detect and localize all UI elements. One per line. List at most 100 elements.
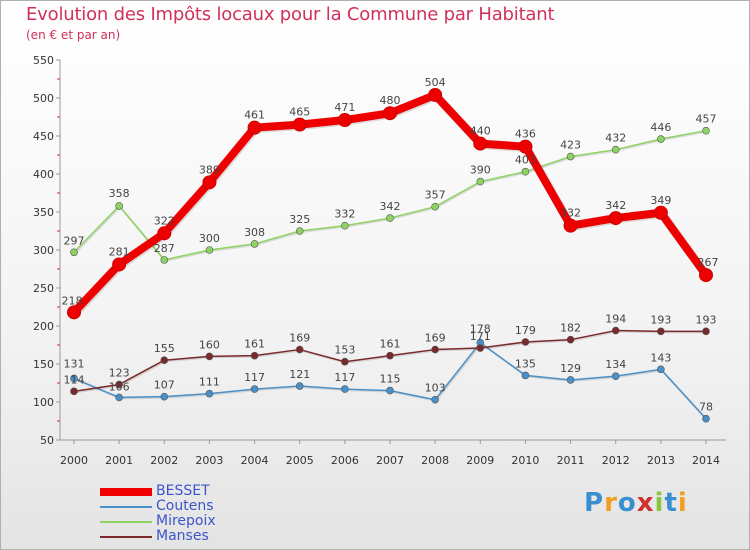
data-point-besset	[699, 268, 713, 283]
logo-letter: x	[636, 488, 655, 518]
data-point-coutens	[250, 385, 259, 393]
data-label-manses: 171	[470, 330, 491, 343]
data-point-coutens	[566, 376, 575, 384]
legend-swatch-mirepoix	[100, 520, 152, 523]
data-label-manses: 179	[515, 324, 536, 337]
data-label-manses: 182	[560, 322, 581, 335]
data-point-besset	[247, 120, 262, 135]
data-label-coutens: 129	[560, 362, 581, 375]
data-point-coutens	[611, 372, 620, 380]
y-tick-label: 400	[33, 168, 54, 181]
data-label-mirepoix: 390	[470, 164, 491, 177]
data-point-mirepoix	[295, 227, 304, 235]
legend-swatch-coutens	[100, 505, 152, 508]
data-label-besset: 267	[698, 256, 719, 269]
logo-letter: P	[584, 488, 605, 518]
legend-item-besset: BESSET	[100, 484, 216, 499]
data-label-manses: 194	[605, 313, 626, 326]
data-point-besset	[202, 175, 217, 190]
data-label-besset: 436	[515, 128, 536, 141]
data-label-coutens: 135	[515, 357, 536, 370]
x-tick-label: 2008	[421, 454, 449, 467]
data-point-besset	[563, 218, 578, 233]
legend-label-mirepoix: Mirepoix	[156, 513, 216, 529]
legend-label-besset: BESSET	[156, 483, 210, 499]
data-label-coutens: 115	[380, 373, 401, 386]
data-label-mirepoix: 457	[696, 113, 717, 126]
x-tick-label: 2014	[692, 454, 720, 467]
proxiti-logo: Proxiti	[584, 488, 688, 518]
x-tick-label: 2000	[60, 454, 88, 467]
x-tick-label: 2011	[557, 454, 585, 467]
data-label-besset: 342	[605, 199, 626, 212]
data-label-manses: 169	[425, 332, 446, 345]
data-label-manses: 161	[244, 338, 265, 351]
data-point-mirepoix	[341, 221, 349, 230]
data-point-mirepoix	[476, 177, 485, 186]
y-tick-label: 550	[33, 54, 54, 67]
data-label-coutens: 178	[470, 323, 491, 336]
data-label-mirepoix: 357	[425, 189, 446, 202]
logo-letter: o	[617, 488, 637, 518]
data-label-coutens: 117	[244, 371, 265, 384]
data-point-besset	[653, 205, 668, 220]
legend-item-manses: Manses	[100, 529, 216, 544]
data-label-manses: 169	[289, 332, 310, 345]
data-point-coutens	[205, 389, 214, 398]
data-label-besset: 465	[289, 106, 310, 119]
data-point-mirepoix	[611, 145, 620, 154]
data-label-mirepoix: 297	[64, 234, 85, 247]
data-label-coutens: 134	[605, 358, 626, 371]
data-point-coutens	[115, 393, 123, 402]
data-label-manses: 114	[64, 373, 85, 386]
data-label-besset: 322	[154, 214, 175, 227]
data-label-coutens: 103	[425, 382, 446, 395]
data-label-coutens: 131	[64, 357, 85, 370]
data-point-mirepoix	[115, 202, 123, 210]
y-tick-label: 500	[33, 92, 54, 105]
x-tick-label: 2010	[511, 454, 539, 467]
data-label-manses: 161	[380, 338, 401, 351]
data-label-besset: 440	[470, 125, 491, 138]
data-point-manses	[70, 387, 78, 396]
data-point-manses	[657, 327, 665, 336]
data-point-manses	[611, 326, 620, 335]
x-tick-label: 2004	[241, 454, 269, 467]
logo-letter: i	[654, 488, 665, 518]
data-point-manses	[115, 380, 123, 389]
data-label-mirepoix: 358	[109, 187, 130, 200]
logo-letter: r	[604, 488, 618, 518]
legend-label-coutens: Coutens	[156, 498, 214, 514]
chart-title: Evolution des Impôts locaux pour la Comm…	[26, 4, 555, 25]
data-point-coutens	[657, 365, 665, 374]
y-tick-label: 100	[33, 396, 54, 409]
data-label-mirepoix: 403	[515, 154, 536, 167]
data-label-besset: 218	[62, 294, 83, 307]
legend-swatch-manses	[100, 535, 152, 538]
x-tick-label: 2012	[602, 454, 630, 467]
y-tick-label: 250	[33, 282, 54, 295]
data-point-besset	[608, 211, 623, 226]
data-label-manses: 153	[334, 344, 355, 357]
data-point-besset	[518, 139, 533, 154]
data-label-mirepoix: 423	[560, 139, 581, 152]
data-point-manses	[295, 345, 304, 354]
data-label-coutens: 111	[199, 376, 220, 389]
data-label-mirepoix: 432	[605, 132, 626, 145]
data-label-manses: 193	[650, 313, 671, 326]
y-tick-label: 300	[33, 244, 54, 257]
data-point-mirepoix	[70, 248, 78, 257]
x-tick-label: 2007	[376, 454, 404, 467]
logo-letter: i	[677, 488, 688, 518]
legend-item-coutens: Coutens	[100, 499, 216, 514]
data-point-besset	[428, 87, 443, 102]
data-point-besset	[112, 257, 127, 272]
data-point-coutens	[386, 386, 394, 395]
data-point-besset	[337, 113, 352, 128]
x-tick-label: 2013	[647, 454, 675, 467]
data-point-coutens	[521, 371, 530, 380]
data-point-manses	[476, 344, 485, 352]
data-point-manses	[431, 345, 439, 354]
data-point-mirepoix	[431, 202, 439, 211]
